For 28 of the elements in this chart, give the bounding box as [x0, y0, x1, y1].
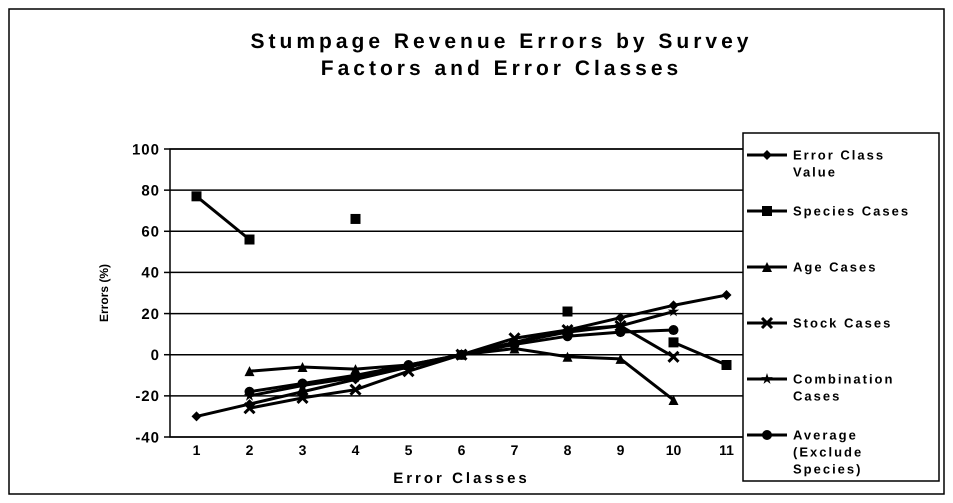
y-tick-label: -40	[135, 429, 160, 446]
x-tick-label: 8	[564, 442, 572, 458]
y-tick-label: 80	[141, 182, 160, 200]
y-tick-label: -20	[135, 388, 160, 406]
x-tick-label: 3	[298, 442, 307, 458]
y-tick-label: 40	[141, 264, 160, 282]
x-tick-label: 10	[666, 442, 682, 458]
x-tick-label: 7	[510, 442, 519, 458]
legend-label: Age Cases	[793, 260, 878, 275]
y-tick-label: 20	[141, 306, 160, 323]
x-tick-label: 4	[352, 442, 360, 458]
y-tick-label: 60	[141, 224, 160, 241]
legend-label: Error Class Value	[793, 148, 886, 180]
legend-label: Stock Cases	[793, 316, 892, 331]
chart-title: Stumpage Revenue Errors by Survey Factors and Error Classes	[250, 30, 752, 80]
y-tick-label: 0	[150, 346, 160, 364]
legend-label: Combination Cases	[793, 372, 894, 404]
x-tick-label: 11	[719, 442, 734, 458]
x-tick-label: 1	[192, 442, 201, 458]
x-tick-label: 2	[246, 442, 254, 458]
legend-label: Species Cases	[793, 204, 910, 219]
x-tick-label: 9	[616, 442, 625, 458]
x-tick-label: 6	[458, 442, 466, 458]
y-axis-title: Errors (%)	[97, 264, 111, 322]
legend-label: Average (Exclude Species)	[793, 428, 864, 477]
x-axis-title: Error Classes	[393, 470, 530, 487]
y-tick-label: 100	[132, 141, 160, 158]
x-tick-label: 5	[404, 442, 413, 458]
